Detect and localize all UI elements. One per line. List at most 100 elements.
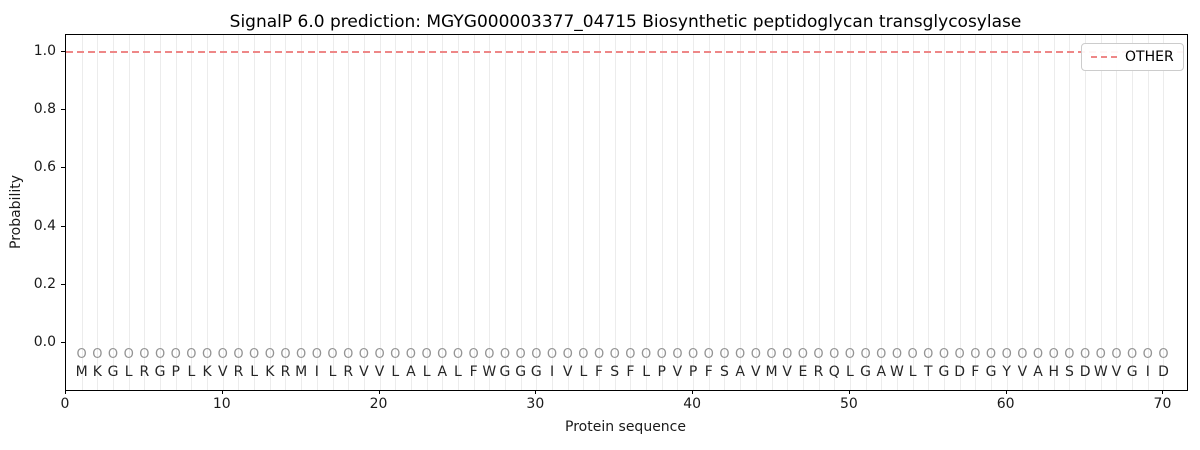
- residue-annotation: O: [76, 347, 87, 362]
- gridline: [630, 35, 632, 390]
- residue-annotation: O: [296, 347, 307, 362]
- sequence-letter: V: [359, 364, 369, 380]
- gridline: [238, 35, 240, 390]
- gridline: [1053, 35, 1055, 390]
- sequence-letter: V: [1111, 364, 1122, 380]
- sequence-letter: P: [688, 364, 698, 380]
- sequence-letter: S: [610, 364, 620, 380]
- residue-annotation: O: [484, 347, 495, 362]
- residue-annotation: O: [985, 347, 997, 362]
- sequence-letter: L: [124, 364, 133, 380]
- residue-annotation: O: [421, 347, 432, 362]
- sequence-letter: F: [595, 364, 604, 380]
- sequence-letter: L: [328, 364, 337, 380]
- sequence-letter: L: [642, 364, 650, 380]
- sequence-letter: H: [1048, 364, 1059, 380]
- gridline: [254, 35, 256, 390]
- residue-annotation: O: [735, 347, 746, 362]
- gridline: [379, 35, 381, 390]
- residue-annotation: O: [1001, 347, 1012, 362]
- gridline: [849, 35, 851, 390]
- gridline: [567, 35, 569, 390]
- residue-annotation: O: [515, 347, 526, 362]
- residue-annotation: O: [123, 347, 134, 362]
- gridline: [207, 35, 209, 390]
- x-tick-label: 30: [526, 396, 545, 412]
- x-tick-mark: [692, 390, 693, 394]
- sequence-letter: V: [1017, 364, 1028, 380]
- residue-annotation: O: [750, 347, 761, 362]
- sequence-letter: L: [250, 364, 259, 380]
- sequence-letter: A: [876, 364, 887, 380]
- gridline: [1022, 35, 1024, 390]
- sequence-letter: R: [280, 364, 291, 380]
- gridline: [160, 35, 162, 390]
- legend-entry-label: OTHER: [1125, 49, 1174, 65]
- sequence-letter: R: [233, 364, 244, 380]
- sequence-letter: L: [908, 364, 917, 380]
- gridline: [599, 35, 601, 390]
- x-tick-mark: [1162, 390, 1163, 394]
- sequence-letter: R: [343, 364, 354, 380]
- sequence-letter: K: [202, 364, 212, 380]
- sequence-letter: S: [1064, 364, 1074, 380]
- gridline: [943, 35, 945, 390]
- gridline: [504, 35, 506, 390]
- gridline: [646, 35, 648, 390]
- gridline: [802, 35, 804, 390]
- gridline: [144, 35, 146, 390]
- gridline: [332, 35, 334, 390]
- gridline: [1085, 35, 1087, 390]
- gridline: [520, 35, 522, 390]
- residue-annotation: O: [688, 347, 699, 362]
- sequence-letter: F: [704, 364, 713, 380]
- sequence-letter: F: [971, 364, 980, 380]
- x-tick-label: 50: [839, 396, 858, 412]
- y-tick-label: 0.0: [33, 334, 56, 350]
- sequence-letter: G: [499, 364, 511, 380]
- sequence-letter: V: [217, 364, 228, 380]
- gridline: [991, 35, 993, 390]
- sequence-letter: V: [782, 364, 792, 380]
- y-tick-mark: [61, 284, 65, 285]
- sequence-letter: L: [187, 364, 196, 380]
- residue-annotation: O: [1017, 347, 1028, 362]
- x-tick-label: 10: [212, 396, 231, 412]
- sequence-letter: G: [938, 364, 950, 380]
- gridline: [583, 35, 585, 390]
- gridline: [316, 35, 318, 390]
- residue-annotation: O: [1079, 347, 1091, 362]
- gridline: [865, 35, 867, 390]
- y-tick-label: 0.2: [33, 275, 56, 292]
- sequence-letter: D: [1158, 364, 1169, 380]
- x-tick-label: 20: [369, 396, 388, 412]
- sequence-letter: K: [265, 364, 275, 380]
- gridline: [348, 35, 350, 390]
- residue-annotation: O: [782, 347, 793, 362]
- sequence-letter: G: [985, 364, 997, 380]
- gridline: [113, 35, 115, 390]
- residue-annotation: O: [954, 347, 965, 362]
- sequence-letter: A: [437, 364, 448, 380]
- sequence-letter: M: [295, 364, 308, 380]
- gridline: [128, 35, 130, 390]
- gridline: [693, 35, 695, 390]
- residue-annotation: O: [1142, 347, 1153, 362]
- sequence-letter: V: [374, 364, 385, 380]
- y-tick-mark: [61, 109, 65, 110]
- residue-annotation: O: [343, 347, 354, 362]
- residue-annotation: O: [1158, 347, 1169, 362]
- residue-annotation: O: [891, 347, 903, 362]
- sequence-letter: R: [139, 364, 150, 380]
- y-tick-label: 1.0: [33, 43, 56, 59]
- sequence-letter: W: [482, 364, 497, 380]
- residue-annotation: O: [797, 347, 808, 362]
- gridline: [1100, 35, 1102, 390]
- gridline: [787, 35, 789, 390]
- residue-annotation: O: [609, 347, 620, 362]
- x-tick-label: 60: [996, 396, 1015, 412]
- sequence-letter: T: [924, 364, 933, 380]
- residue-annotation: O: [938, 347, 950, 362]
